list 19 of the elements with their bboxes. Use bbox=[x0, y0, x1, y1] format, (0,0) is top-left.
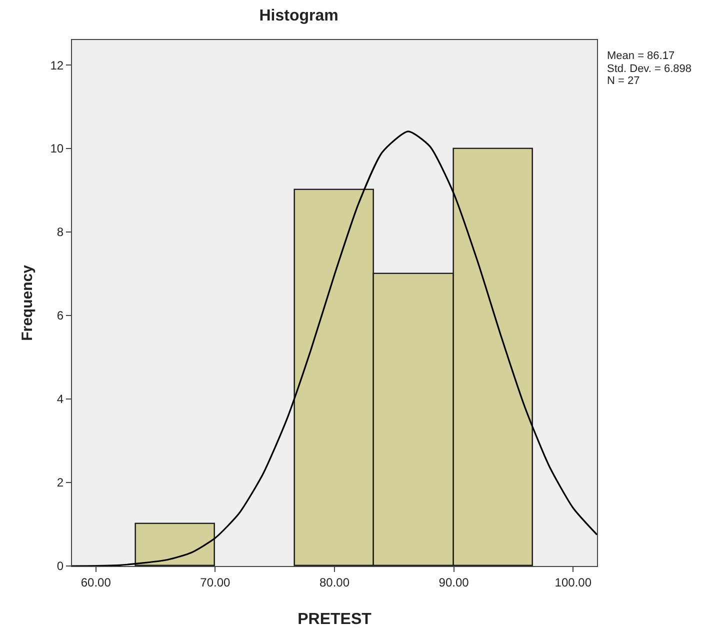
y-axis-title: Frequency bbox=[19, 264, 36, 341]
y-tick-label: 4 bbox=[56, 392, 64, 406]
x-tick-label: 100.00 bbox=[554, 575, 592, 590]
x-tick-label: 80.00 bbox=[319, 575, 350, 590]
y-tick-label: 8 bbox=[56, 225, 64, 240]
chart-title: Histogram bbox=[259, 8, 338, 25]
y-tick-label: 6 bbox=[56, 308, 64, 323]
text: Mean = 86.17 bbox=[607, 50, 675, 62]
x-tick-label: 90.00 bbox=[438, 575, 470, 590]
y-tick-label: 2 bbox=[56, 476, 64, 490]
line-series bbox=[72, 130, 597, 566]
text: Std. Dev. = 6.898 bbox=[607, 63, 692, 75]
text: N = 27 bbox=[607, 75, 640, 87]
x-tick-label: 60.00 bbox=[80, 575, 112, 590]
y-tick-label: 10 bbox=[50, 142, 64, 156]
y-tick-label: 12 bbox=[50, 58, 64, 72]
x-axis-title: PRETEST bbox=[298, 611, 372, 628]
y-tick-label: 0 bbox=[56, 559, 64, 574]
x-tick-label: 70.00 bbox=[200, 575, 231, 590]
